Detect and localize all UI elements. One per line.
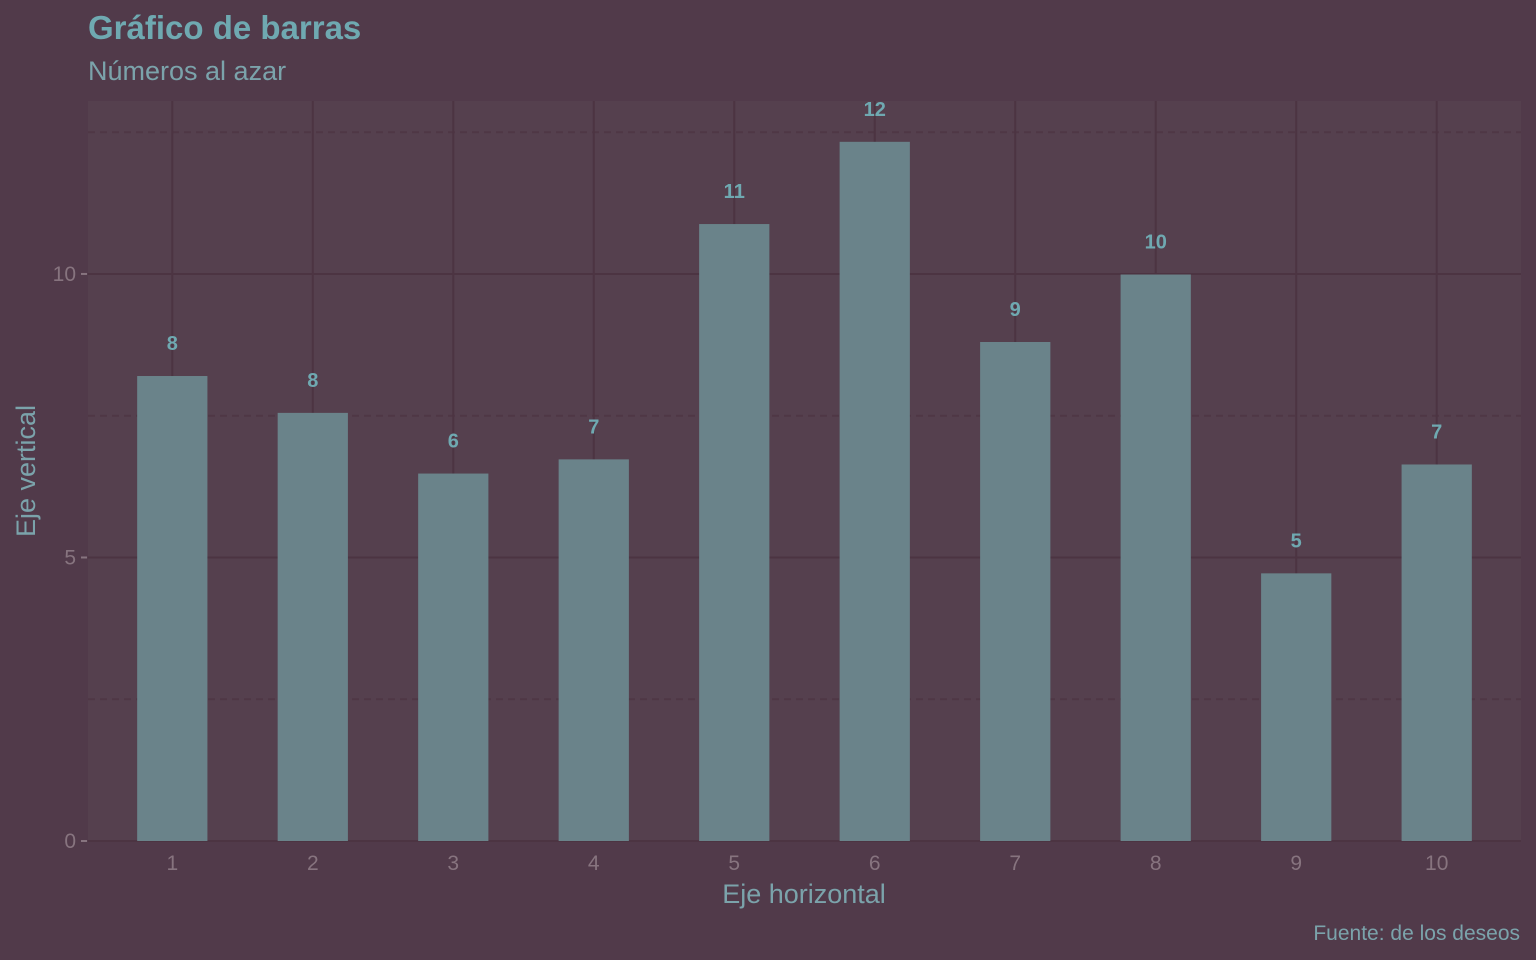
chart-caption: Fuente: de los deseos xyxy=(1313,922,1520,945)
bar-6 xyxy=(839,141,910,842)
y-axis: 0 5 10 xyxy=(53,263,87,853)
bar-7 xyxy=(980,341,1051,841)
x-tick-label: 6 xyxy=(869,852,881,875)
x-tick-label: 7 xyxy=(1009,852,1021,875)
data-label-3: 6 xyxy=(448,431,459,453)
chart-subtitle: Números al azar xyxy=(88,56,286,86)
x-tick-label: 1 xyxy=(166,852,178,875)
y-axis-title: Eje vertical xyxy=(11,405,41,537)
data-label-5: 11 xyxy=(724,181,745,203)
x-tick-label: 10 xyxy=(1425,852,1448,875)
y-tick-label: 5 xyxy=(64,546,76,569)
y-tick-label: 10 xyxy=(53,263,76,286)
data-label-10: 7 xyxy=(1431,421,1442,443)
bar-2 xyxy=(277,412,348,841)
bar-1 xyxy=(137,376,208,841)
x-tick-label: 5 xyxy=(728,852,740,875)
x-tick-label: 8 xyxy=(1150,852,1162,875)
data-label-1: 8 xyxy=(167,333,178,355)
x-tick-label: 3 xyxy=(447,852,459,875)
data-label-2: 8 xyxy=(307,370,318,392)
bar-8 xyxy=(1120,274,1191,842)
data-label-6: 12 xyxy=(864,99,886,121)
bar-9 xyxy=(1261,573,1332,841)
data-labels: 8 8 6 7 11 12 9 10 5 7 xyxy=(167,99,1443,553)
y-tick-label: 0 xyxy=(64,830,76,853)
bars xyxy=(137,141,1472,842)
x-tick-label: 2 xyxy=(307,852,319,875)
bar-10 xyxy=(1401,464,1472,841)
bar-4 xyxy=(558,459,629,841)
data-label-8: 10 xyxy=(1145,232,1167,254)
data-label-9: 5 xyxy=(1291,530,1302,552)
data-label-4: 7 xyxy=(588,416,599,438)
chart-title: Gráfico de barras xyxy=(88,9,361,46)
x-tick-label: 9 xyxy=(1290,852,1302,875)
x-axis: 1 2 3 4 5 6 7 8 9 10 xyxy=(166,852,1448,875)
bar-3 xyxy=(418,473,489,841)
bar-5 xyxy=(699,224,770,841)
x-axis-title: Eje horizontal xyxy=(722,879,886,909)
data-label-7: 9 xyxy=(1010,299,1021,321)
x-tick-label: 4 xyxy=(588,852,600,875)
